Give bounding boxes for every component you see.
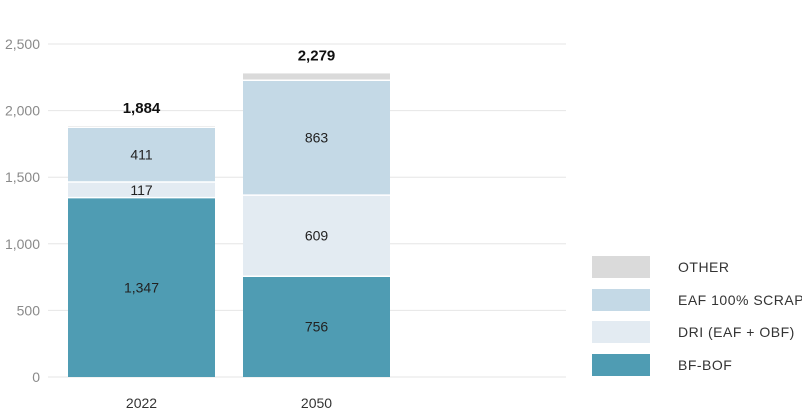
legend-label: DRI (EAF + OBF) bbox=[678, 324, 795, 340]
segment-value-label: 863 bbox=[305, 130, 329, 146]
x-tick-label: 2050 bbox=[301, 395, 332, 411]
bar-total-label: 2,279 bbox=[298, 47, 336, 64]
legend-item: DRI (EAF + OBF) bbox=[592, 321, 797, 343]
legend-item: BF-BOF bbox=[592, 353, 797, 376]
segment-value-label: 609 bbox=[305, 228, 329, 244]
bar-segment-dri-eaf-obf bbox=[243, 195, 390, 277]
bar-segment-bf-bof bbox=[68, 197, 215, 377]
segment-value-label: 1,347 bbox=[124, 279, 159, 295]
legend: OTHER EAF 100% SCRAP DRI (EAF + OBF) BF-BOF bbox=[592, 256, 802, 386]
bar-segment-eaf-100-scrap bbox=[243, 80, 390, 196]
y-tick-label: 1,000 bbox=[5, 236, 40, 252]
bar-segment-other bbox=[243, 73, 390, 81]
legend-label: OTHER bbox=[678, 259, 730, 275]
bar-total-label: 1,884 bbox=[123, 100, 161, 117]
segment-value-label: 756 bbox=[305, 319, 329, 335]
legend-swatch bbox=[592, 321, 650, 343]
y-tick-label: 1,500 bbox=[5, 169, 40, 185]
y-tick-label: 2,000 bbox=[5, 103, 40, 119]
legend-swatch bbox=[592, 353, 650, 376]
legend-label: EAF 100% SCRAP bbox=[678, 291, 802, 308]
bar-segment-dri-eaf-obf bbox=[68, 181, 215, 198]
legend-item: EAF 100% SCRAP bbox=[592, 288, 802, 311]
legend-swatch bbox=[592, 256, 650, 278]
legend-item: OTHER bbox=[592, 256, 797, 278]
segment-value-label: 411 bbox=[130, 147, 153, 163]
y-tick-label: 2,500 bbox=[5, 36, 40, 52]
y-tick-label: 500 bbox=[17, 302, 41, 318]
legend-swatch bbox=[592, 288, 650, 311]
segment-value-label: 117 bbox=[130, 182, 153, 198]
legend-label: BF-BOF bbox=[678, 356, 733, 373]
bar-segment-bf-bof bbox=[243, 276, 390, 377]
x-tick-label: 2022 bbox=[126, 395, 157, 411]
y-tick-label: 0 bbox=[32, 369, 40, 385]
bar-segment-eaf-100-scrap bbox=[68, 127, 215, 182]
